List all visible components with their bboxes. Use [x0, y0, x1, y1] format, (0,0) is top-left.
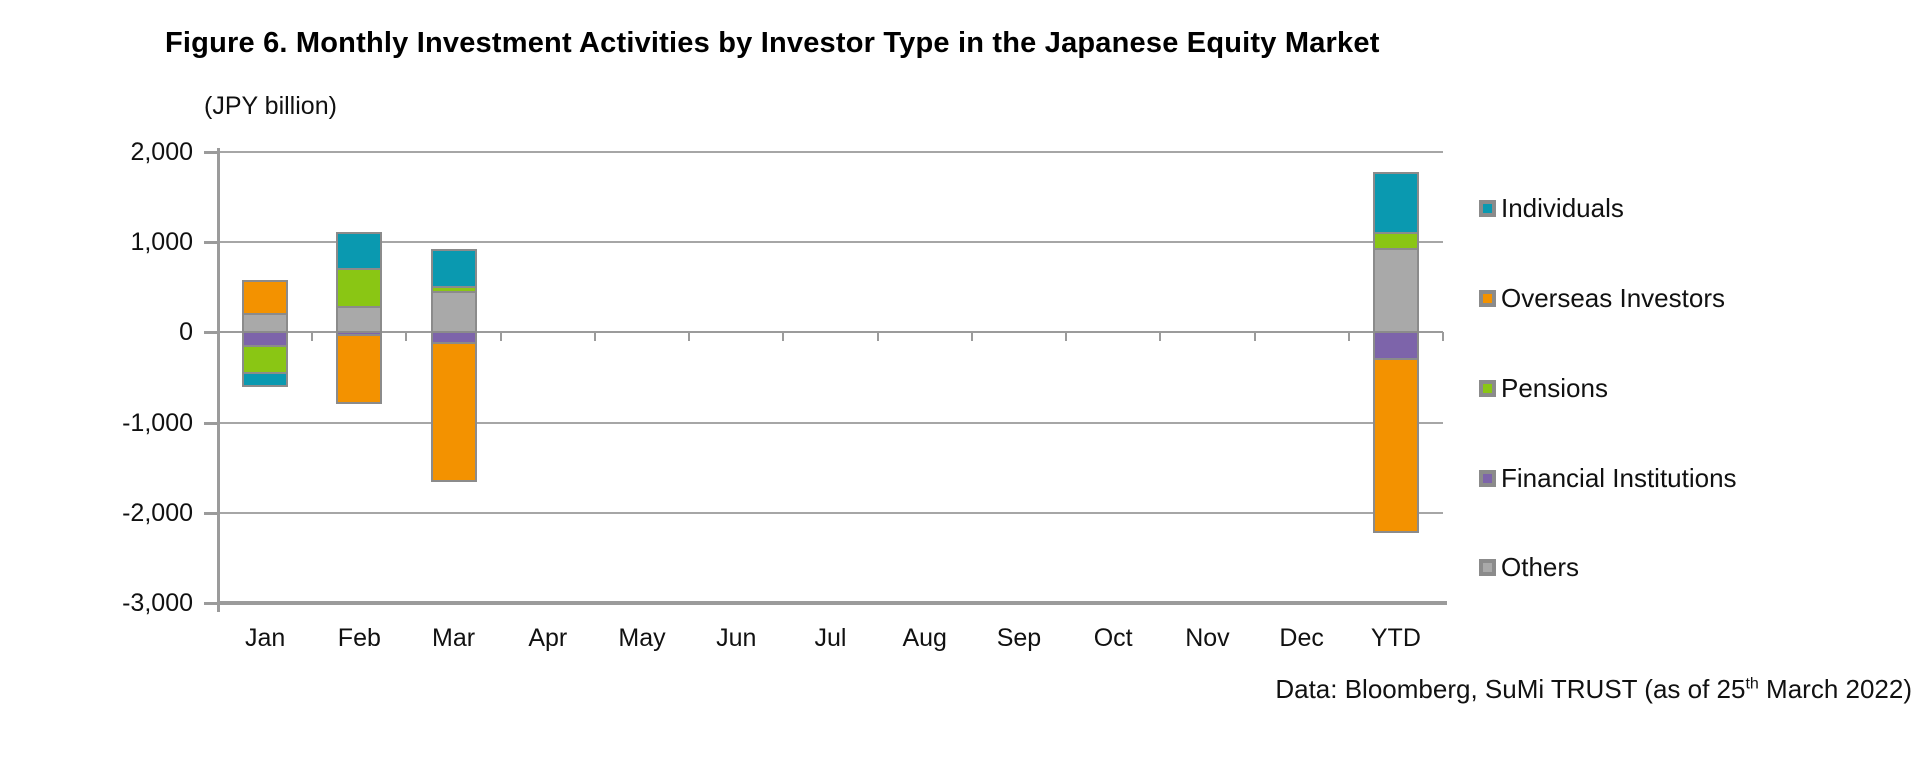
x-axis-label-feb: Feb — [337, 624, 381, 652]
gridline--2000 — [218, 511, 1443, 514]
bar-segment-individuals-jan — [242, 371, 289, 387]
y-axis-tick--3000 — [204, 602, 218, 605]
y-axis-tick--2000 — [204, 511, 218, 515]
y-axis-tick--1000 — [204, 421, 218, 425]
y-axis-label--3000: -3,000 — [122, 589, 193, 617]
data-source-text: Data: Bloomberg, SuMi TRUST (as of 25 — [1275, 674, 1746, 704]
gridline-2000 — [218, 151, 1443, 153]
bar-segment-others-feb — [336, 306, 383, 334]
legend-label-individuals: Individuals — [1501, 192, 1624, 223]
x-axis-label-jun: Jun — [716, 624, 757, 652]
legend-marker-overseas-investors — [1479, 289, 1496, 307]
legend-item-financial-institutions: Financial Institutions — [1479, 462, 1737, 493]
bar-segment-overseas-investors-jan — [242, 279, 289, 316]
y-axis-label-2000: 2,000 — [130, 138, 193, 166]
x-axis-label-jul: Jul — [814, 624, 847, 652]
category-boundary-tick-7 — [876, 332, 879, 342]
legend-label-others: Others — [1501, 551, 1580, 582]
legend-marker-others — [1479, 558, 1496, 576]
category-boundary-tick-6 — [782, 332, 785, 342]
category-boundary-tick-11 — [1253, 332, 1256, 342]
category-boundary-tick-5 — [688, 332, 691, 342]
category-boundary-tick-9 — [1065, 332, 1068, 342]
bar-segment-others-mar — [430, 290, 477, 334]
data-source-note: Data: Bloomberg, SuMi TRUST (as of 25th … — [1275, 674, 1912, 705]
x-axis-label-dec: Dec — [1279, 624, 1324, 652]
x-axis-line — [218, 601, 1447, 605]
legend-item-overseas-investors: Overseas Investors — [1479, 282, 1725, 313]
category-boundary-tick-10 — [1159, 332, 1162, 342]
x-axis-label-sep: Sep — [996, 624, 1042, 652]
y-axis-label-0: 0 — [179, 318, 193, 347]
bar-segment-individuals-feb — [336, 232, 383, 271]
y-axis-tick-0 — [204, 331, 218, 335]
category-boundary-tick-13 — [1442, 332, 1444, 342]
category-boundary-tick-4 — [593, 332, 596, 342]
y-axis-label-1000: 1,000 — [130, 228, 193, 257]
y-axis-tick-1000 — [204, 241, 218, 245]
gridline-1000 — [218, 241, 1443, 244]
data-source-suffix: March 2022) — [1758, 674, 1912, 704]
legend-item-individuals: Individuals — [1479, 192, 1624, 223]
y-axis-tick-2000 — [204, 151, 218, 154]
x-axis-label-nov: Nov — [1185, 624, 1230, 652]
category-boundary-tick-8 — [970, 332, 973, 342]
legend-item-others: Others — [1479, 551, 1580, 582]
x-axis-label-jan: Jan — [244, 624, 286, 652]
legend-label-pensions: Pensions — [1501, 372, 1608, 403]
bar-segment-overseas-investors-ytd — [1372, 358, 1419, 533]
category-boundary-tick-12 — [1347, 332, 1350, 342]
bar-segment-pensions-feb — [336, 268, 383, 309]
bar-segment-financial-institutions-ytd — [1372, 331, 1419, 361]
gridline-0 — [218, 331, 1443, 334]
category-boundary-tick-3 — [499, 332, 502, 342]
data-source-superscript: th — [1745, 675, 1759, 693]
y-axis-line — [217, 148, 220, 612]
category-boundary-tick-2 — [405, 332, 408, 342]
legend-item-pensions: Pensions — [1479, 372, 1608, 403]
bar-segment-overseas-investors-feb — [336, 334, 383, 404]
legend-label-financial-institutions: Financial Institutions — [1501, 462, 1737, 493]
x-axis-label-ytd: YTD — [1370, 624, 1421, 652]
bar-segment-others-ytd — [1372, 247, 1419, 334]
bar-segment-individuals-mar — [430, 249, 477, 289]
y-axis-unit-label: (JPY billion) — [204, 92, 337, 120]
y-axis-label--1000: -1,000 — [122, 408, 193, 437]
x-axis-label-oct: Oct — [1093, 624, 1133, 652]
legend-marker-individuals — [1479, 199, 1496, 217]
bar-segment-others-jan — [242, 313, 289, 334]
legend-marker-pensions — [1479, 379, 1496, 397]
bar-segment-pensions-jan — [242, 344, 289, 374]
gridline--1000 — [218, 421, 1443, 424]
legend-label-overseas-investors: Overseas Investors — [1501, 282, 1725, 313]
legend-marker-financial-institutions — [1479, 469, 1496, 487]
bar-segment-individuals-ytd — [1372, 171, 1419, 235]
x-axis-label-aug: Aug — [902, 624, 947, 652]
chart-title: Figure 6. Monthly Investment Activities … — [165, 27, 1380, 59]
bar-segment-pensions-ytd — [1372, 232, 1419, 250]
bar-segment-overseas-investors-mar — [430, 342, 477, 483]
y-axis-label--2000: -2,000 — [122, 498, 193, 527]
x-axis-label-apr: Apr — [528, 624, 568, 652]
x-axis-label-may: May — [618, 624, 666, 652]
category-boundary-tick-1 — [311, 332, 314, 342]
x-axis-label-mar: Mar — [432, 624, 476, 652]
